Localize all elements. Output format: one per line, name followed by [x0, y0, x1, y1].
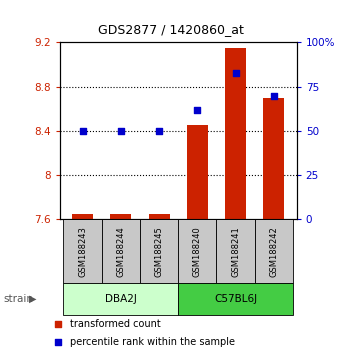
Bar — [149, 214, 169, 219]
Bar — [72, 214, 93, 219]
Text: ▶: ▶ — [29, 294, 36, 304]
Text: DBA2J: DBA2J — [105, 294, 137, 304]
Bar — [102, 219, 140, 283]
Text: transformed count: transformed count — [70, 319, 161, 329]
Bar — [178, 219, 217, 283]
Point — [195, 107, 200, 113]
Bar — [187, 125, 208, 219]
Point — [55, 321, 60, 327]
Text: strain: strain — [3, 294, 33, 304]
Text: GSM188240: GSM188240 — [193, 226, 202, 277]
Text: GSM188242: GSM188242 — [269, 226, 278, 277]
Point — [271, 93, 277, 98]
Text: C57BL6J: C57BL6J — [214, 294, 257, 304]
Text: GSM188244: GSM188244 — [116, 226, 125, 277]
Text: GSM188243: GSM188243 — [78, 226, 87, 277]
Point — [156, 128, 162, 134]
Text: GSM188245: GSM188245 — [154, 226, 164, 277]
Point — [55, 339, 60, 344]
Bar — [217, 219, 255, 283]
Text: percentile rank within the sample: percentile rank within the sample — [70, 337, 235, 347]
Bar — [63, 283, 178, 315]
Bar — [110, 214, 131, 219]
Bar — [255, 219, 293, 283]
Point — [233, 70, 238, 75]
Point — [118, 128, 123, 134]
Point — [80, 128, 85, 134]
Text: GDS2877 / 1420860_at: GDS2877 / 1420860_at — [98, 23, 243, 36]
Bar — [225, 48, 246, 219]
Bar — [140, 219, 178, 283]
Bar — [178, 283, 293, 315]
Bar — [63, 219, 102, 283]
Bar — [263, 98, 284, 219]
Text: GSM188241: GSM188241 — [231, 226, 240, 277]
